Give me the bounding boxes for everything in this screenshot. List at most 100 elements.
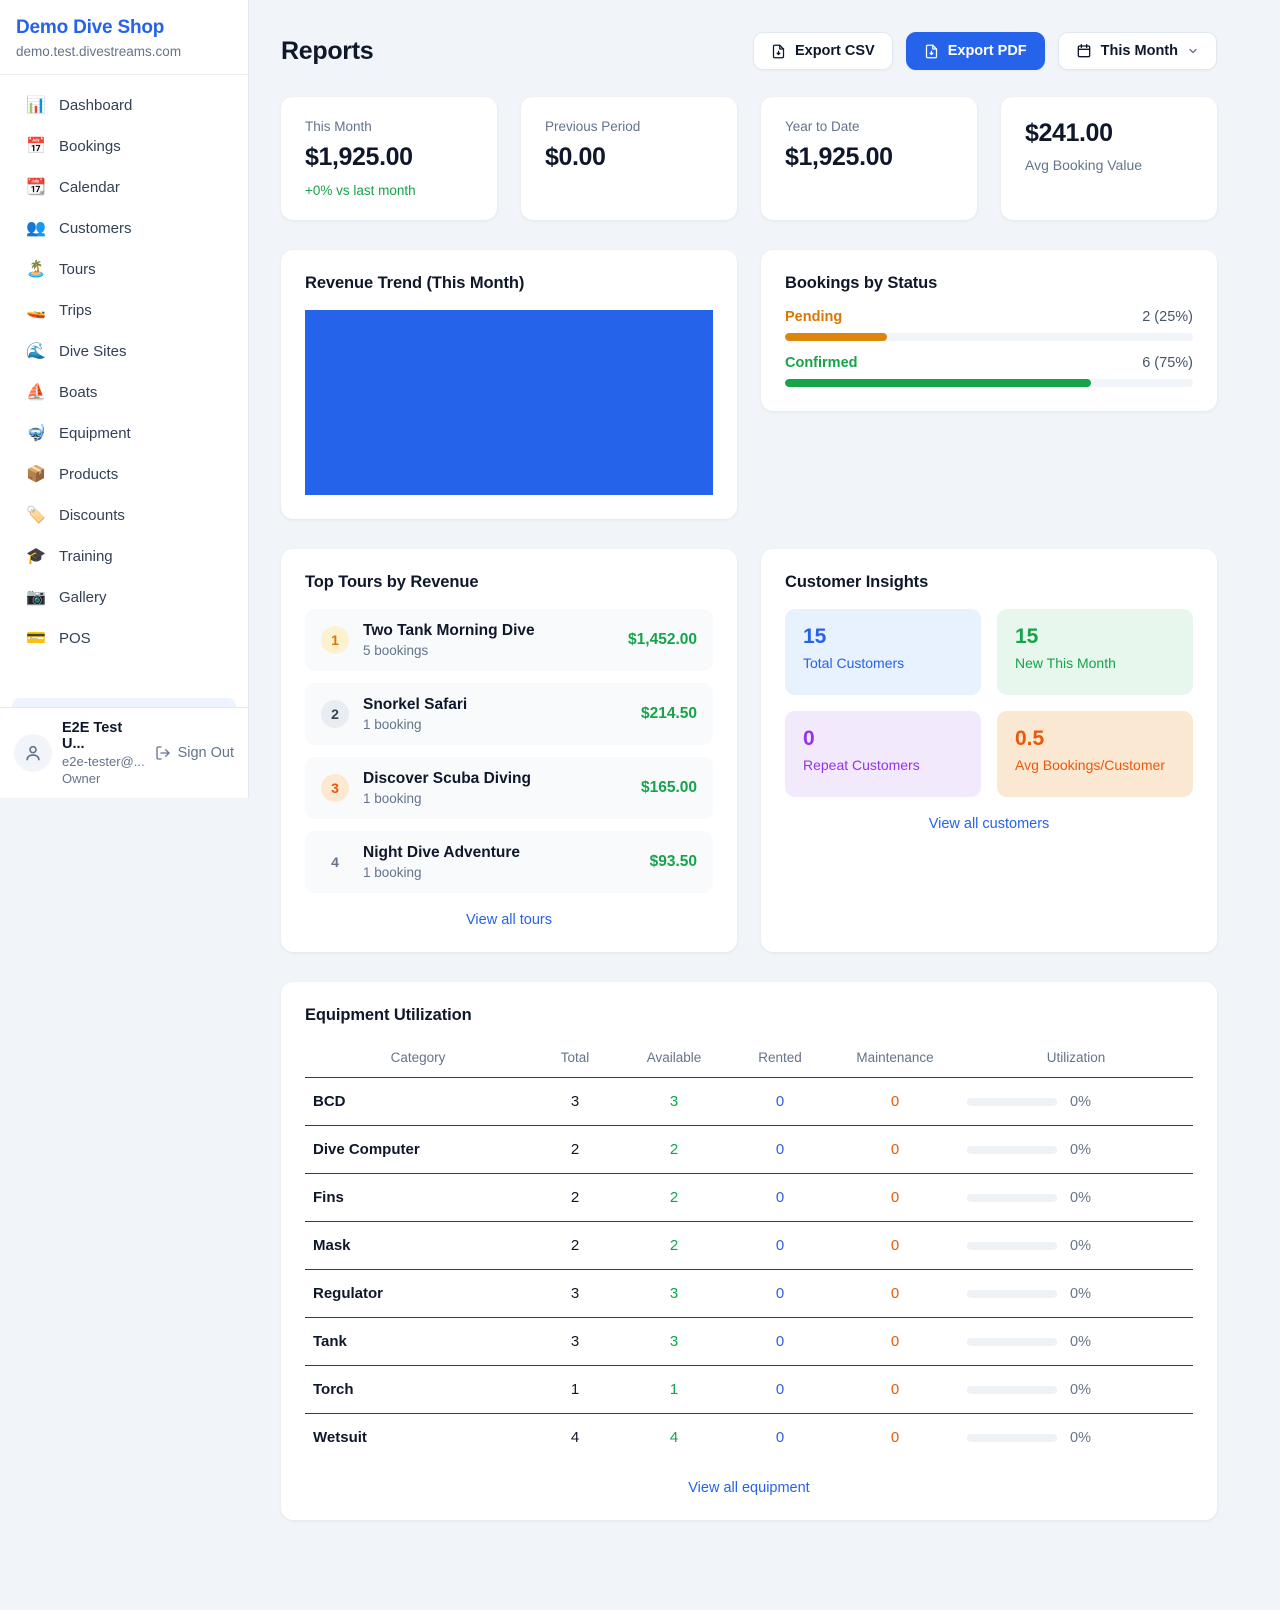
equipment-available: 3 — [619, 1317, 729, 1366]
calendar-icon — [1077, 44, 1091, 58]
user-role: Owner — [62, 771, 101, 786]
sidebar-item[interactable]: 📅 Bookings — [12, 126, 236, 166]
equipment-available: 3 — [619, 1269, 729, 1318]
tour-revenue: $93.50 — [649, 853, 697, 870]
sidebar-item-icon: 📷 — [26, 589, 46, 606]
sign-out-label: Sign Out — [177, 745, 234, 761]
utilization-bar — [967, 1289, 1057, 1298]
revenue-trend-card: Revenue Trend (This Month) — [281, 250, 737, 519]
brand: Demo Dive Shop demo.test.divestreams.com — [0, 0, 248, 75]
status-rows: Pending 2 (25%) Confirmed 6 (75%) — [785, 309, 1193, 387]
sidebar: Demo Dive Shop demo.test.divestreams.com… — [0, 0, 249, 798]
equipment-maintenance: 0 — [831, 1365, 959, 1414]
sidebar-item[interactable]: 🏝️ Tours — [12, 249, 236, 289]
sidebar-item[interactable]: 📦 Products — [12, 454, 236, 494]
equipment-utilization-cell: 0% — [959, 1269, 1193, 1318]
equipment-row: Dive Computer 2 2 0 0 0% — [305, 1125, 1193, 1174]
rank-badge: 3 — [321, 774, 349, 802]
insight-label: New This Month — [1015, 655, 1116, 671]
sidebar-item-label: Dive Sites — [59, 342, 127, 360]
stat-label: This Month — [305, 119, 372, 134]
user-name: E2E Test U... — [62, 720, 123, 752]
sidebar-item-label: POS — [59, 629, 91, 647]
sidebar-item[interactable]: 📊 Dashboard — [12, 85, 236, 125]
insight-tile: 15 Total Customers — [785, 609, 981, 695]
rank-badge: 1 — [321, 626, 349, 654]
view-all-equipment-link[interactable]: View all equipment — [688, 1480, 810, 1496]
utilization-bar — [967, 1385, 1057, 1394]
tour-list-item: 1 Two Tank Morning Dive 5 bookings $1,45… — [305, 609, 713, 671]
equipment-available: 4 — [669, 1429, 679, 1446]
sidebar-item-label: Tours — [59, 260, 96, 278]
sidebar-item-icon: 🚤 — [26, 302, 46, 319]
file-icon — [772, 44, 785, 58]
revenue-trend-chart — [305, 310, 713, 495]
equipment-total: 2 — [531, 1221, 619, 1270]
equipment-row: Tank 3 3 0 0 0% — [305, 1317, 1193, 1366]
sidebar-item-icon: 🎓 — [26, 548, 46, 565]
equipment-utilization-cell: 0% — [959, 1077, 1193, 1126]
stat-value: $1,925.00 — [305, 143, 413, 171]
equipment-row: Fins 2 2 0 0 0% — [305, 1173, 1193, 1222]
utilization-bar — [967, 1193, 1057, 1202]
export-pdf-button[interactable]: Export PDF — [905, 32, 1045, 70]
column-header: Maintenance — [831, 1038, 959, 1078]
insight-tile: 0.5 Avg Bookings/Customer — [997, 711, 1193, 797]
equipment-row: Wetsuit 4 4 0 0 0% — [305, 1414, 1193, 1462]
sidebar-item-label: Gallery — [59, 588, 107, 606]
sidebar-item[interactable]: 🚤 Trips — [12, 290, 236, 330]
sidebar-item-label: Discounts — [59, 506, 125, 524]
sidebar-item[interactable]: 🌊 Dive Sites — [12, 331, 236, 371]
view-all-tours-link[interactable]: View all tours — [466, 912, 552, 928]
user-email: e2e-tester@... — [62, 754, 145, 769]
status-label: Pending — [785, 309, 843, 325]
equipment-row: Regulator 3 3 0 0 0% — [305, 1269, 1193, 1318]
status-bar-track — [785, 333, 1193, 341]
column-header: Total — [531, 1038, 619, 1078]
equipment-utilization-card: Equipment Utilization Category Total Avail… — [281, 982, 1217, 1520]
tour-bookings: 1 booking — [363, 717, 422, 732]
export-csv-label: Export CSV — [794, 43, 875, 59]
stats-row: This Month $1,925.00 +0% vs last month P… — [281, 97, 1217, 220]
utilization-bar — [967, 1097, 1057, 1106]
column-header: Rented — [729, 1038, 831, 1078]
equipment-category: Wetsuit — [313, 1429, 367, 1446]
bookings-by-status-card: Bookings by Status Pending 2 (25%) — [761, 250, 1217, 411]
bookings-by-status-title: Bookings by Status — [785, 274, 938, 292]
status-bar-fill — [785, 333, 887, 341]
brand-name[interactable]: Demo Dive Shop — [16, 17, 165, 38]
sidebar-item[interactable]: 📆 Calendar — [12, 167, 236, 207]
sidebar-item-icon: 👥 — [26, 220, 46, 237]
tour-list: 1 Two Tank Morning Dive 5 bookings $1,45… — [305, 609, 713, 893]
equipment-maintenance: 0 — [831, 1077, 959, 1126]
tour-name: Two Tank Morning Dive — [363, 622, 535, 639]
sidebar-item[interactable]: 🏷️ Discounts — [12, 495, 236, 535]
insight-label: Total Customers — [803, 655, 905, 671]
sidebar-item-label: Training — [59, 547, 113, 565]
customer-insights-card: Customer Insights 15 Total Customers 15 … — [761, 549, 1217, 952]
sidebar-item[interactable]: 👥 Customers — [12, 208, 236, 248]
stat-label: Year to Date — [785, 119, 860, 134]
tour-bookings: 1 booking — [363, 791, 422, 806]
sidebar-item-active-partial[interactable] — [12, 698, 236, 707]
sidebar-item-label: Trips — [59, 301, 92, 319]
sidebar-item[interactable]: 🎓 Training — [12, 536, 236, 576]
equipment-maintenance: 0 — [831, 1221, 959, 1270]
sidebar-item[interactable]: 🤿 Equipment — [12, 413, 236, 453]
export-csv-button[interactable]: Export CSV — [752, 32, 893, 70]
sidebar-item[interactable]: 📷 Gallery — [12, 577, 236, 617]
equipment-category: Mask — [305, 1221, 531, 1270]
utilization-bar — [967, 1241, 1057, 1250]
period-dropdown[interactable]: This Month — [1057, 32, 1217, 70]
view-all-customers-link[interactable]: View all customers — [928, 816, 1050, 832]
tour-list-item: 4 Night Dive Adventure 1 booking $93.50 — [305, 831, 713, 893]
equipment-utilization-cell: 0% — [959, 1221, 1193, 1270]
stat-card-this-month: This Month $1,925.00 +0% vs last month — [281, 97, 497, 220]
sidebar-item[interactable]: ⛵ Boats — [12, 372, 236, 412]
sign-out-button[interactable]: Sign Out — [155, 745, 234, 761]
tour-info: Night Dive Adventure 1 booking — [363, 844, 636, 880]
sidebar-item[interactable]: 💳 POS — [12, 618, 236, 658]
insight-label: Avg Bookings/Customer — [1015, 757, 1165, 773]
equipment-row: Mask 2 2 0 0 0% — [305, 1221, 1193, 1270]
sidebar-item-label: Boats — [59, 383, 98, 401]
